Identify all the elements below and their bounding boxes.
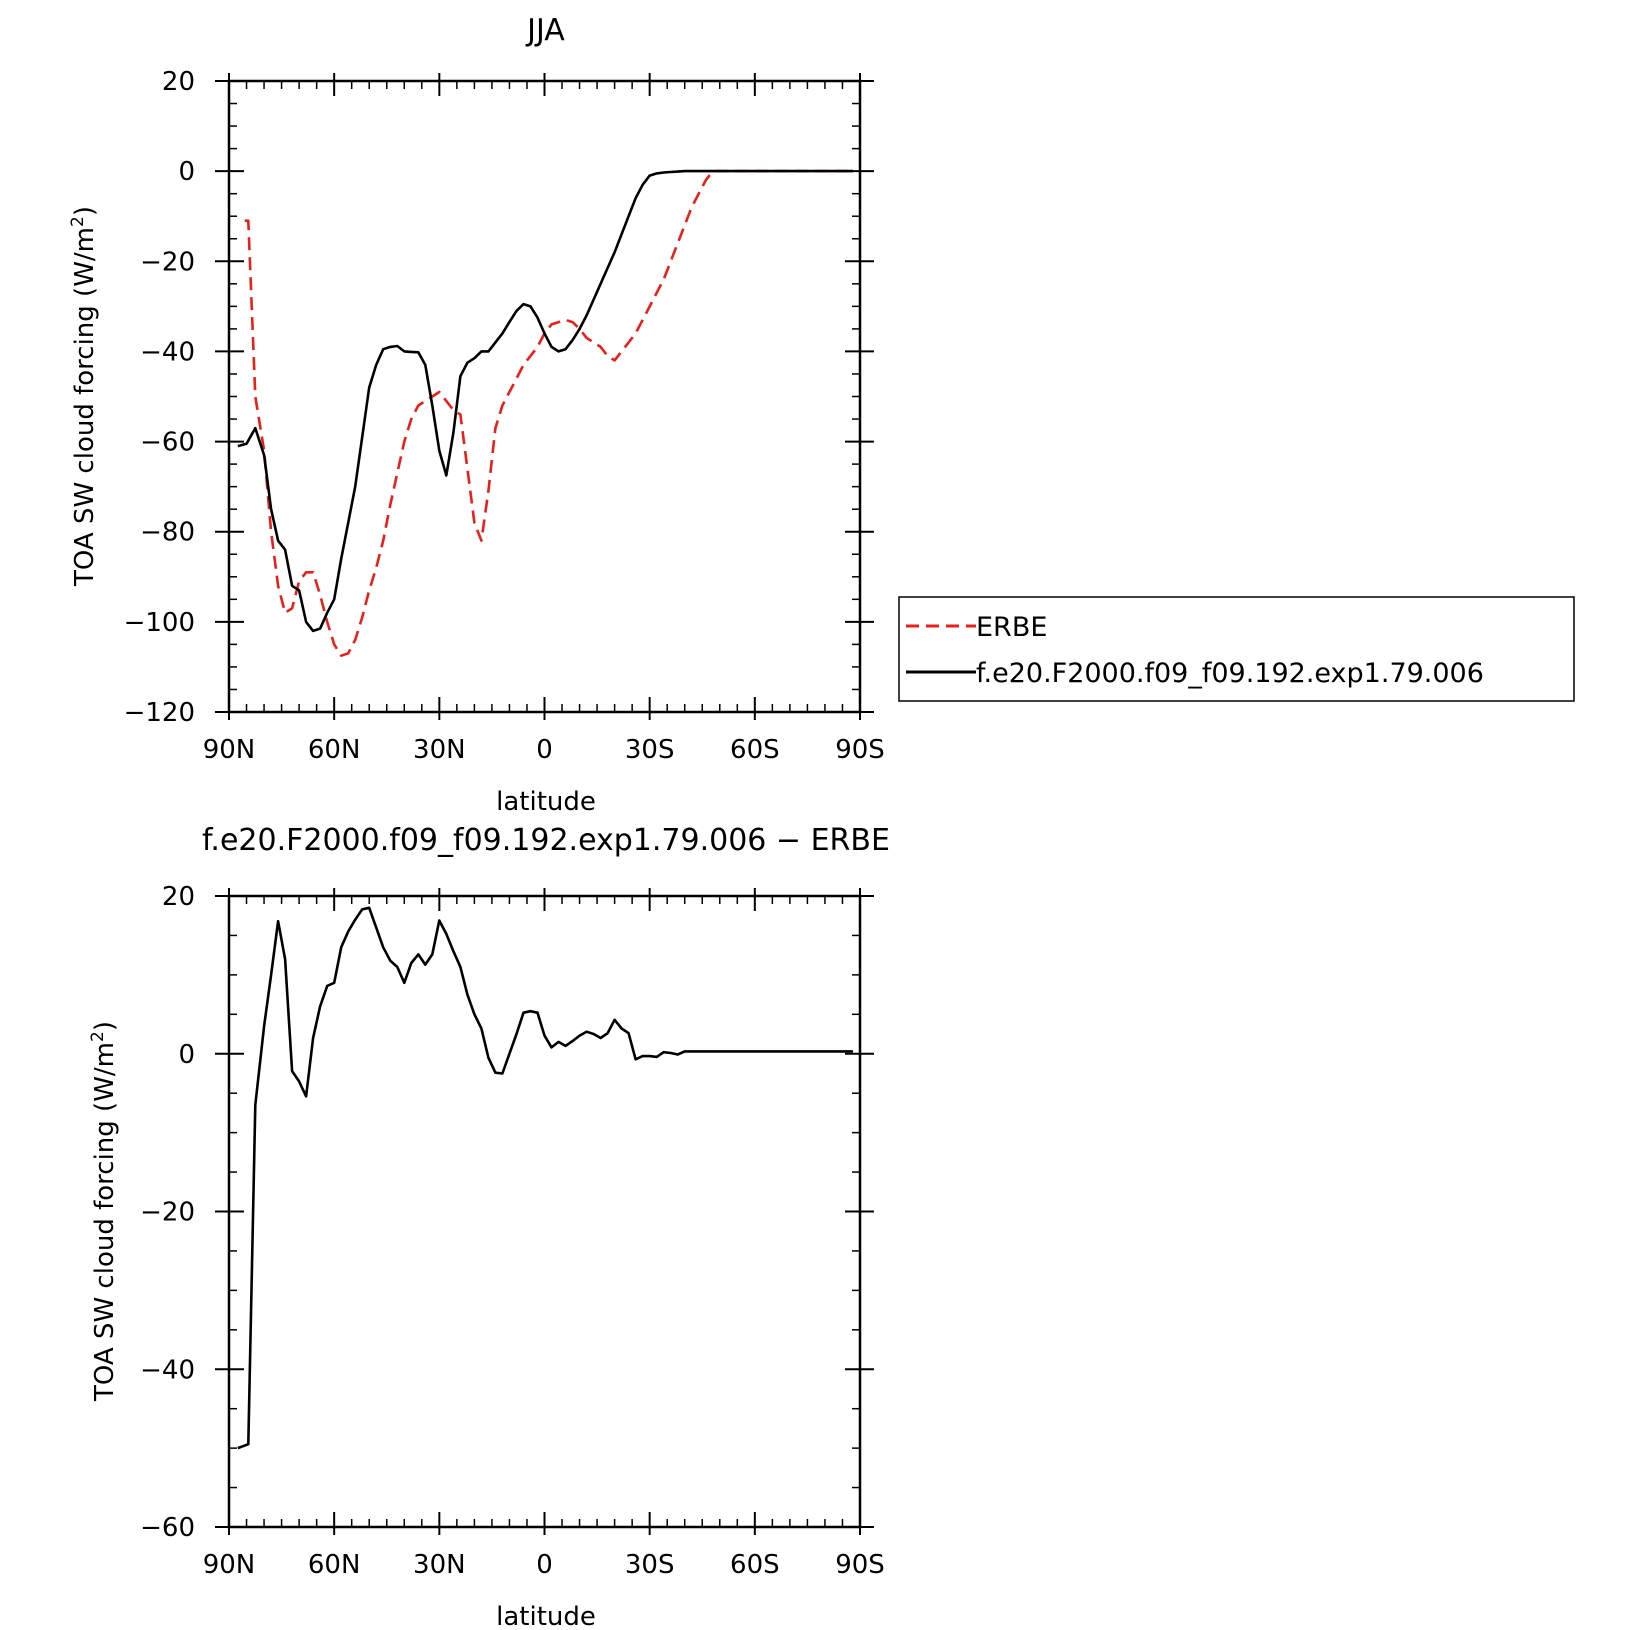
top-series-line-1 [237, 169, 853, 633]
bottom-x-tick-label: 60S [730, 1550, 780, 1580]
bottom-y-axis-label-close: ) [90, 1021, 120, 1031]
top-y-tick-label: −120 [124, 698, 195, 728]
bottom-series-group [237, 906, 853, 1450]
top-y-tick-label: 20 [162, 67, 195, 97]
top-x-tick-label: 60N [308, 735, 361, 765]
bottom-series-line-0 [237, 906, 853, 1450]
top-y-axis-label-sup: 2 [68, 216, 88, 227]
bottom-y-tick-label: −20 [140, 1198, 195, 1228]
bottom-y-axis-label-sup: 2 [88, 1031, 108, 1042]
top-x-tick-label: 30S [625, 735, 675, 765]
top-axis-ticks: 90N 60N 30N 0 30S 60S 90S 20 0 −20 −40 −60 −80 −100 −1… [124, 67, 885, 765]
bottom-axis-ticks: 90N 60N 30N 0 30S 60S 90S 20 0 −20 −40 −60 [140, 882, 885, 1580]
bottom-x-tick-label: 60N [308, 1550, 361, 1580]
bottom-y-tick-label: −40 [140, 1355, 195, 1385]
bottom-x-axis-label: latitude [496, 1602, 596, 1630]
bottom-plot-frame [227, 894, 862, 1529]
top-y-axis-label-close: ) [70, 206, 100, 216]
top-y-axis-label: TOA SW cloud forcing (W/m2) [68, 206, 100, 587]
top-x-tick-label: 90N [203, 735, 256, 765]
bottom-panel: f.e20.F2000.f09_f09.192.exp1.79.006 − ER… [88, 823, 890, 1630]
top-panel: JJA 90N 60N 30N 0 30S 60S 90S 20 0 −20 −40 −60 −80 −1… [68, 13, 885, 817]
bottom-x-tick-label: 90S [835, 1550, 885, 1580]
top-y-tick-label: −60 [140, 428, 195, 458]
top-y-axis-label-main: TOA SW cloud forcing (W/m [70, 227, 100, 587]
bottom-y-axis-label: TOA SW cloud forcing (W/m2) [88, 1021, 120, 1402]
bottom-x-tick-label: 90N [203, 1550, 256, 1580]
top-x-tick-label: 60S [730, 735, 780, 765]
legend: ERBE f.e20.F2000.f09_f09.192.exp1.79.006 [898, 596, 1575, 702]
legend-label-model: f.e20.F2000.f09_f09.192.exp1.79.006 [976, 658, 1484, 689]
bottom-y-tick-label: 0 [178, 1040, 195, 1070]
bottom-y-tick-label: 20 [162, 882, 195, 912]
top-series-group [237, 169, 853, 657]
top-series-line-0 [244, 169, 853, 657]
bottom-x-tick-label: 30N [413, 1550, 466, 1580]
bottom-y-axis-label-main: TOA SW cloud forcing (W/m [90, 1042, 120, 1402]
bottom-y-tick-label: −60 [140, 1513, 195, 1543]
top-y-tick-label: 0 [178, 157, 195, 187]
top-y-tick-label: −20 [140, 247, 195, 277]
top-x-tick-label: 90S [835, 735, 885, 765]
legend-box [898, 596, 1575, 702]
top-y-tick-label: −80 [140, 518, 195, 548]
bottom-panel-title: f.e20.F2000.f09_f09.192.exp1.79.006 − ER… [202, 823, 890, 858]
top-x-tick-label: 30N [413, 735, 466, 765]
bottom-x-tick-label: 30S [625, 1550, 675, 1580]
top-plot-frame [227, 79, 862, 714]
bottom-x-tick-label: 0 [536, 1550, 553, 1580]
top-panel-title: JJA [525, 13, 565, 48]
top-x-tick-label: 0 [536, 735, 553, 765]
legend-label-erbe: ERBE [976, 612, 1047, 643]
top-y-tick-label: −40 [140, 337, 195, 367]
top-x-axis-label: latitude [496, 787, 596, 817]
top-y-tick-label: −100 [124, 608, 195, 638]
